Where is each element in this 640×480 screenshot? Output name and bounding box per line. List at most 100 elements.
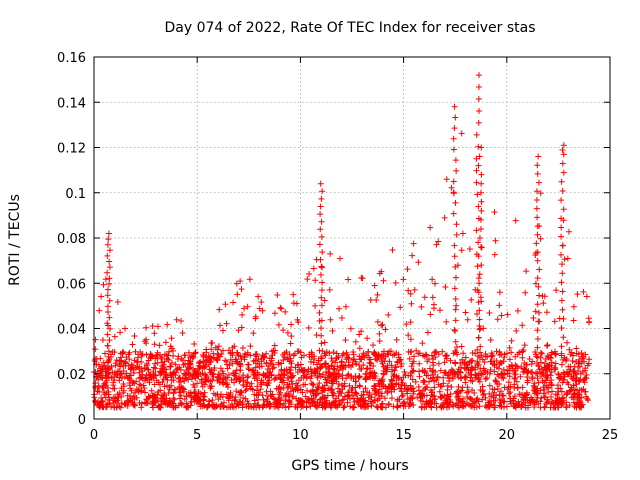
data-point <box>215 396 222 403</box>
data-point <box>318 355 325 362</box>
data-point <box>347 325 354 332</box>
data-point <box>233 388 240 395</box>
data-point <box>423 392 430 399</box>
data-point <box>433 241 440 248</box>
data-point <box>566 346 573 353</box>
data-point <box>407 400 414 407</box>
data-point <box>363 376 370 383</box>
data-point <box>573 374 580 381</box>
data-point <box>333 378 340 385</box>
data-point <box>310 398 317 405</box>
data-point <box>476 316 483 323</box>
data-point <box>464 364 471 371</box>
data-point <box>367 398 374 405</box>
data-point <box>199 383 206 390</box>
data-point <box>237 367 244 374</box>
data-point <box>290 387 297 394</box>
data-points <box>91 72 593 411</box>
data-point <box>297 397 304 404</box>
data-point <box>455 369 462 376</box>
data-point <box>558 279 565 286</box>
data-point <box>473 227 480 234</box>
data-point <box>479 391 486 398</box>
data-point <box>309 353 316 360</box>
data-point <box>517 373 524 380</box>
data-point <box>250 358 257 365</box>
data-point <box>535 379 542 386</box>
data-point <box>443 318 450 325</box>
data-point <box>464 384 471 391</box>
data-point <box>106 400 113 407</box>
data-point <box>252 364 259 371</box>
data-point <box>469 378 476 385</box>
data-point <box>537 190 544 197</box>
data-point <box>453 302 460 309</box>
data-point <box>367 374 374 381</box>
data-point <box>360 350 367 357</box>
data-point <box>381 395 388 402</box>
data-point <box>400 276 407 283</box>
data-point <box>507 383 514 390</box>
y-tick-label: 0.02 <box>57 368 86 383</box>
data-point <box>282 404 289 411</box>
data-point <box>172 404 179 411</box>
data-point <box>337 364 344 371</box>
data-point <box>319 363 326 370</box>
data-point <box>312 392 319 399</box>
data-point <box>436 307 443 314</box>
data-point <box>560 315 567 322</box>
data-point <box>416 350 423 357</box>
data-point <box>415 387 422 394</box>
data-point <box>533 353 540 360</box>
data-point <box>453 221 460 228</box>
data-point <box>537 359 544 366</box>
data-point <box>462 373 469 380</box>
data-point <box>268 357 275 364</box>
data-point <box>145 393 152 400</box>
data-point <box>313 331 320 338</box>
data-point <box>307 358 314 365</box>
data-point <box>374 318 381 325</box>
data-point <box>346 395 353 402</box>
data-point <box>534 231 541 238</box>
data-point <box>462 354 469 361</box>
data-point <box>244 374 251 381</box>
data-point <box>235 327 242 334</box>
data-point <box>226 393 233 400</box>
data-point <box>432 348 439 355</box>
data-point <box>442 352 449 359</box>
data-point <box>416 373 423 380</box>
data-point <box>442 284 449 291</box>
data-point <box>405 287 412 294</box>
data-point <box>131 396 138 403</box>
data-point <box>563 404 570 411</box>
data-point <box>564 371 571 378</box>
data-point <box>173 316 180 323</box>
data-point <box>451 253 458 260</box>
data-point <box>583 393 590 400</box>
data-point <box>118 370 125 377</box>
data-point <box>313 391 320 398</box>
data-point <box>104 252 111 259</box>
data-point <box>294 404 301 411</box>
data-point <box>422 384 429 391</box>
data-point <box>335 393 342 400</box>
data-point <box>214 346 221 353</box>
data-point <box>429 359 436 366</box>
data-point <box>230 299 237 306</box>
data-point <box>267 369 274 376</box>
data-point <box>488 352 495 359</box>
data-point <box>356 373 363 380</box>
data-point <box>560 376 567 383</box>
data-point <box>323 369 330 376</box>
data-point <box>477 189 484 196</box>
data-point <box>362 385 369 392</box>
data-point <box>508 349 515 356</box>
data-point <box>453 231 460 238</box>
data-point <box>558 215 565 222</box>
data-point <box>318 401 325 408</box>
data-point <box>272 403 279 410</box>
data-point <box>411 353 418 360</box>
data-point <box>317 180 324 187</box>
data-point <box>474 191 481 198</box>
